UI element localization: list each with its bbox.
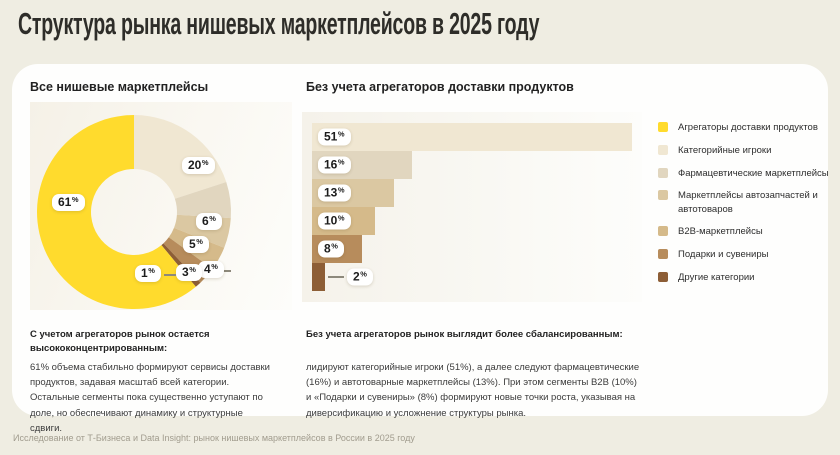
bar-value-label: 8% <box>318 240 344 258</box>
legend-swatch <box>658 249 668 260</box>
bar-row: 10% <box>312 207 642 235</box>
legend-item-7: Другие категории <box>658 271 830 284</box>
footer-source: Исследование от Т-Бизнеса и Data Insight… <box>13 433 415 443</box>
legend-item-4: Маркетплейсы автозапчастей и автотоваров <box>658 189 830 216</box>
legend-label: Маркетплейсы автозапчастей и автотоваров <box>678 190 818 215</box>
donut-segment-label: 61% <box>52 194 85 211</box>
legend-item-3: Фармацевтические маркетплейсы <box>658 167 830 180</box>
donut-segment-label: 4% <box>198 261 224 278</box>
bar-value-label: 13% <box>318 184 351 202</box>
bar-label-connector <box>328 276 344 278</box>
legend-item-6: Подарки и сувениры <box>658 248 830 261</box>
bar-note-body: лидируют категорийные игроки (51%), а да… <box>306 362 640 419</box>
donut-note-title: С учетом агрегаторов рынок остается высо… <box>30 329 210 354</box>
bar-row: 13% <box>312 179 642 207</box>
legend-swatch <box>658 226 668 237</box>
donut-segment-6 <box>174 182 231 219</box>
bar-value-label: 10% <box>318 212 351 230</box>
donut-segment-label: 1% <box>135 265 161 282</box>
bar-row: 16% <box>312 151 642 179</box>
donut-label-connector <box>164 274 176 276</box>
bar-row: 8% <box>312 235 642 263</box>
donut-segment-20 <box>134 115 227 199</box>
legend-label: Подарки и сувениры <box>678 249 769 261</box>
bar-2 <box>312 263 325 291</box>
legend-swatch <box>658 272 668 283</box>
donut-segment-label: 5% <box>183 236 209 253</box>
bar-chart: 51% 16% 13% 10% 8% 2% <box>302 112 642 302</box>
donut-segment-61 <box>36 115 196 309</box>
legend-swatch <box>658 190 668 201</box>
bar-value-label: 16% <box>318 156 351 174</box>
legend-swatch <box>658 144 668 155</box>
bar-note-title: Без учета агрегаторов рынок выглядит бол… <box>306 329 623 340</box>
donut-segment-label: 3% <box>176 264 202 281</box>
bar-rows: 51% 16% 13% 10% 8% 2% <box>312 123 642 291</box>
legend-label: Агрегаторы доставки продуктов <box>678 122 818 133</box>
legend-item-5: B2B-маркетплейсы <box>658 225 830 238</box>
bar-value-label: 2% <box>347 268 373 286</box>
bar-row: 51% <box>312 123 642 151</box>
legend-label: B2B-маркетплейсы <box>678 226 763 238</box>
donut-segment-label: 6% <box>196 213 222 230</box>
legend-item-1: Агрегаторы доставки продуктов <box>658 121 830 134</box>
legend-label: Фармацевтические маркетплейсы <box>678 167 829 179</box>
donut-section-title: Все нишевые маркетплейсы <box>30 80 209 94</box>
main-card: Все нишевые маркетплейсы Без учета агрег… <box>12 64 830 434</box>
bar-row: 2% <box>312 263 642 291</box>
bar-section-title: Без учета агрегаторов доставки продуктов <box>306 80 574 94</box>
legend-swatch <box>658 122 668 132</box>
legend-swatch <box>658 167 668 178</box>
donut-segment-label: 20% <box>182 157 215 174</box>
page-title: Структура рынка нишевых маркетплейсов в … <box>18 6 540 41</box>
donut-note-body: 61% объема стабильно формируют сервисы д… <box>30 362 270 434</box>
legend: Агрегаторы доставки продуктов Категорийны… <box>658 121 830 284</box>
legend-label: Другие категории <box>678 272 755 284</box>
bar-51 <box>312 123 632 151</box>
legend-label: Категорийные игроки <box>678 144 772 156</box>
donut-label-connector <box>222 270 231 272</box>
donut-chart: 61% 20% 6% 5% 4% 3% 1% <box>30 102 292 310</box>
bar-value-label: 51% <box>318 128 351 146</box>
legend-item-2: Категорийные игроки <box>658 144 830 157</box>
